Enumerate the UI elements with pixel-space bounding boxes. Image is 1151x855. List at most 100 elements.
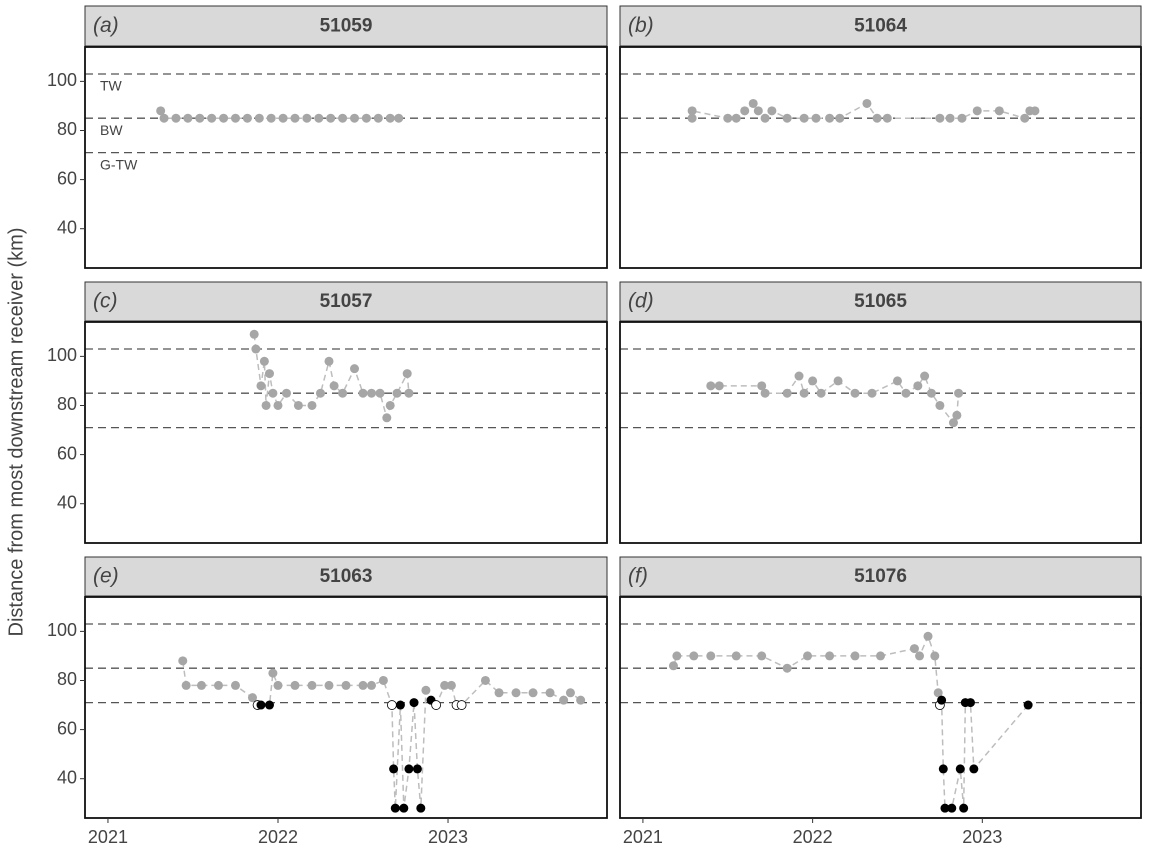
detection-point [767, 106, 777, 116]
panel-title: 51063 [320, 566, 373, 587]
detection-point [338, 388, 348, 398]
detection-point [156, 106, 166, 116]
panel-border [619, 596, 1142, 819]
detection-point [935, 400, 945, 410]
panel-title: 51059 [320, 16, 373, 37]
panel-tag: (f) [628, 565, 648, 588]
detection-point [920, 371, 930, 381]
detection-point [256, 700, 266, 710]
detection-point [341, 680, 351, 690]
detection-point [350, 364, 360, 374]
detection-point [835, 113, 845, 123]
detection-point [731, 113, 741, 123]
y-tick-label: 40 [57, 217, 77, 237]
detection-point [947, 803, 957, 813]
detection-point [965, 698, 975, 708]
detection-point [862, 98, 872, 108]
y-tick-label: 40 [57, 767, 77, 787]
detection-point [957, 113, 967, 123]
panel-tag: (a) [93, 14, 119, 37]
detection-point [559, 695, 569, 705]
detection-point [361, 113, 371, 123]
detection-point [972, 106, 982, 116]
detection-point [402, 369, 412, 379]
detection-point [753, 106, 763, 116]
panel-border [84, 46, 608, 269]
detection-point [242, 113, 252, 123]
x-tick-label: 2023 [428, 827, 468, 847]
detection-point [183, 113, 193, 123]
detection-point [706, 651, 716, 661]
detection-point [264, 700, 274, 710]
detection-point [757, 381, 767, 391]
detection-point [565, 688, 575, 698]
facet-strip [84, 556, 608, 597]
detection-point [249, 329, 259, 339]
y-tick-label: 40 [57, 492, 77, 512]
detection-point [867, 388, 877, 398]
detection-point [850, 651, 860, 661]
detection-point [358, 680, 368, 690]
detection-point [307, 400, 317, 410]
detection-point [261, 400, 271, 410]
detection-point [511, 688, 521, 698]
detection-point [315, 388, 325, 398]
detection-point [404, 764, 414, 774]
detection-point [302, 113, 312, 123]
detection-point [825, 651, 835, 661]
y-tick-label: 80 [57, 394, 77, 414]
detection-point [254, 113, 264, 123]
detection-point [385, 113, 395, 123]
detection-point [324, 680, 334, 690]
detection-point [714, 381, 724, 391]
detection-point [350, 113, 360, 123]
detection-point [409, 698, 419, 708]
detection-point [324, 356, 334, 366]
detection-point [901, 388, 911, 398]
detection-point [159, 113, 169, 123]
detection-point [281, 388, 291, 398]
detection-point [794, 371, 804, 381]
detection-point [545, 688, 555, 698]
detection-point [390, 803, 400, 813]
detection-point [213, 680, 223, 690]
detection-point [338, 113, 348, 123]
detection-point [256, 381, 266, 391]
panel-title: 51064 [854, 16, 907, 37]
detection-point [329, 381, 339, 391]
detection-point [446, 680, 456, 690]
panel-border [619, 321, 1142, 544]
detection-point [273, 400, 283, 410]
detection-point [326, 113, 336, 123]
detection-point [230, 680, 240, 690]
detection-point [799, 388, 809, 398]
detection-point [268, 668, 278, 678]
detection-point [782, 388, 792, 398]
detection-point [954, 388, 964, 398]
detection-point [219, 113, 229, 123]
detection-point [706, 381, 716, 391]
y-tick-label: 100 [47, 620, 77, 640]
detection-point [314, 113, 324, 123]
detection-point [808, 376, 818, 386]
facet-strip [619, 556, 1142, 597]
detection-point [782, 663, 792, 673]
y-tick-label: 60 [57, 443, 77, 463]
panel-border [84, 596, 608, 819]
detection-point [416, 803, 426, 813]
detection-point [273, 680, 283, 690]
reference-label: TW [100, 78, 123, 94]
detection-point [833, 376, 843, 386]
detection-point [1020, 113, 1030, 123]
detection-point [926, 388, 936, 398]
detection-point [850, 388, 860, 398]
detection-point [382, 413, 392, 423]
detection-point [687, 106, 697, 116]
y-tick-label: 100 [47, 345, 77, 365]
detection-point [412, 764, 422, 774]
detection-point [969, 764, 979, 774]
detection-point [948, 418, 958, 428]
panel-title: 51076 [854, 566, 907, 587]
detection-point [259, 356, 269, 366]
detection-point [816, 388, 826, 398]
